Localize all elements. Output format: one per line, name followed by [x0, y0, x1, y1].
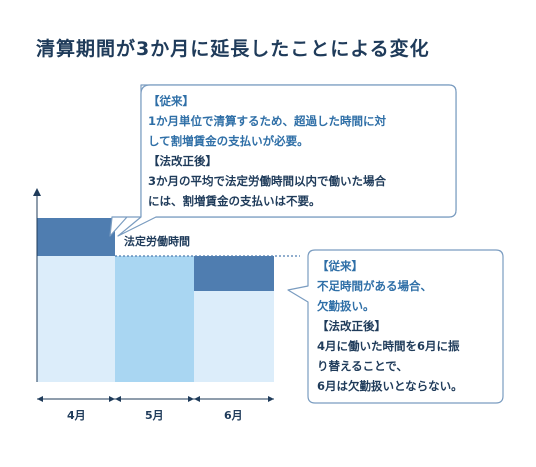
page-title: 清算期間が3か月に延長したことによる変化	[36, 38, 430, 60]
callout-bottom-after-line1: 4月に働いた時間を6月に振	[317, 339, 460, 353]
month-label-june: 6月	[224, 409, 243, 422]
callout-bottom-heading-before: 【従来】	[317, 259, 363, 273]
axis-arrow-june-start-icon	[194, 396, 200, 402]
y-axis-arrow-icon	[33, 188, 41, 196]
may-bar	[115, 256, 194, 382]
axis-arrow-may-start-icon	[115, 396, 121, 402]
axis-arrow-right-icon	[268, 396, 274, 402]
callout-top: 【従来】 1か月単位で清算するため、超過した時間に対 して割増賃金の支払いが必要…	[148, 91, 448, 211]
standard-hours-label: 法定労働時間	[124, 235, 190, 248]
axis-arrow-april-end-icon	[109, 396, 115, 402]
callout-bottom: 【従来】 不足時間がある場合、 欠勤扱い。 【法改正後】 4月に働いた時間を6月…	[317, 256, 497, 396]
callout-bottom-after-line2: り替えることで、	[317, 359, 408, 373]
axis-arrow-may-end-icon	[188, 396, 194, 402]
callout-top-before-line2: して割増賃金の支払いが必要。	[148, 134, 309, 148]
callout-top-after-line1: 3か月の平均で法定労働時間以内で働いた場合	[148, 174, 386, 188]
callout-top-after-line2: には、割増賃金の支払いは不要。	[148, 194, 321, 208]
axis-arrow-left-icon	[37, 396, 43, 402]
june-worked-bar	[194, 291, 274, 382]
callout-bottom-box	[287, 249, 504, 404]
april-base-bar	[37, 256, 115, 382]
june-shortage-bar	[194, 256, 274, 291]
callout-bottom-after-line3: 6月は欠勤扱いとならない。	[317, 379, 463, 393]
callout-top-heading-after: 【法改正後】	[148, 154, 217, 168]
month-label-may: 5月	[145, 409, 164, 422]
callout-top-heading-before: 【従来】	[148, 94, 194, 108]
callout-bottom-heading-after: 【法改正後】	[317, 319, 386, 333]
april-overtime-bar	[37, 218, 115, 256]
callout-bottom-before-line2: 欠勤扱い。	[317, 299, 375, 313]
callout-bottom-before-line1: 不足時間がある場合、	[317, 279, 432, 293]
callout-top-before-line1: 1か月単位で清算するため、超過した時間に対	[148, 114, 386, 128]
month-label-april: 4月	[67, 409, 86, 422]
